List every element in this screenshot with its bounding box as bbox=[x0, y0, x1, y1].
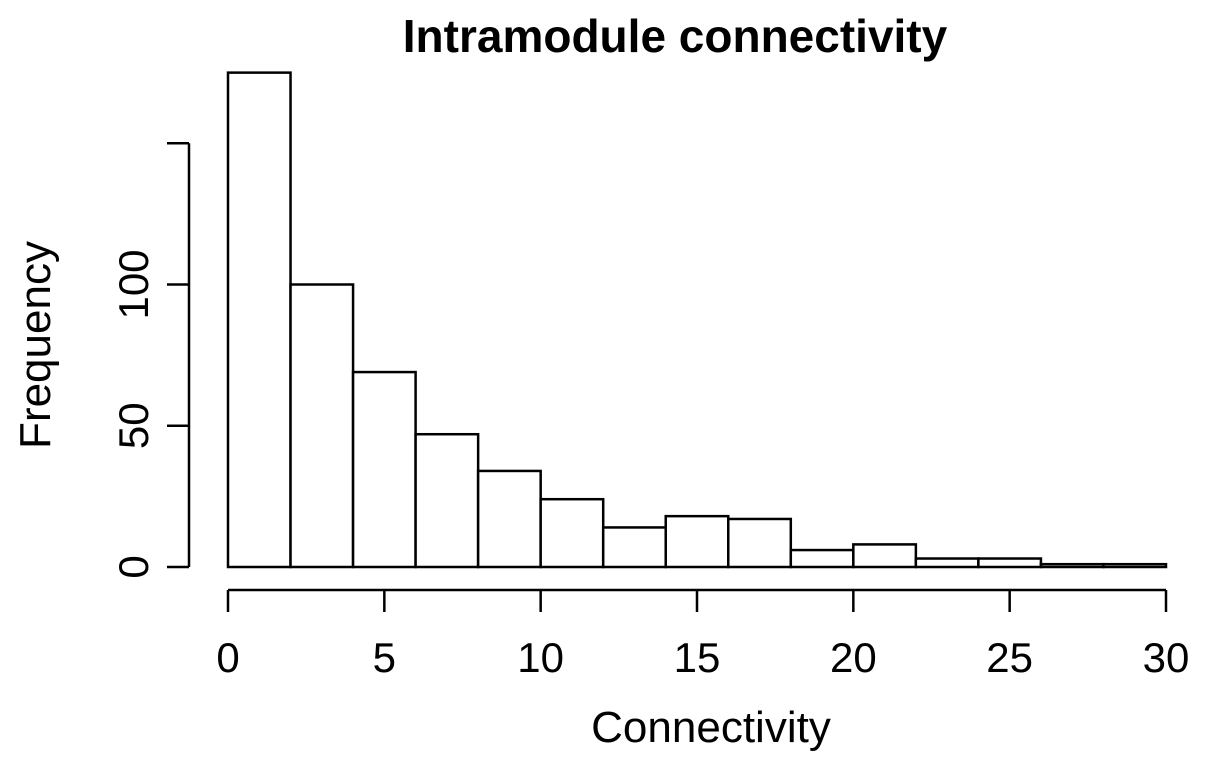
x-tick-label: 30 bbox=[1143, 634, 1190, 681]
y-axis-label: Frequency bbox=[11, 241, 60, 449]
histogram-bar bbox=[914, 557, 980, 569]
histogram-bar bbox=[977, 557, 1043, 569]
histogram-bar bbox=[414, 432, 480, 569]
bars-group bbox=[226, 71, 1168, 569]
y-axis: 0 50 100 bbox=[110, 142, 191, 579]
histogram-bar bbox=[1039, 562, 1105, 569]
x-axis: 0 5 10 15 20 25 30 bbox=[216, 588, 1190, 681]
x-tick-label: 0 bbox=[216, 634, 239, 681]
chart-title: Intramodule connectivity bbox=[403, 10, 948, 62]
histogram-bar bbox=[289, 283, 355, 569]
histogram-bar bbox=[539, 497, 605, 569]
x-tick-label: 10 bbox=[517, 634, 564, 681]
y-tick-label: 100 bbox=[110, 249, 157, 319]
x-tick-label: 5 bbox=[373, 634, 396, 681]
x-tick-label: 20 bbox=[830, 634, 877, 681]
y-tick-label: 50 bbox=[110, 402, 157, 449]
histogram-bar bbox=[226, 71, 292, 569]
x-tick-label: 25 bbox=[986, 634, 1033, 681]
y-tick-label: 0 bbox=[110, 555, 157, 578]
histogram-bar bbox=[351, 370, 417, 569]
histogram-bar bbox=[1102, 562, 1168, 569]
x-tick-label: 15 bbox=[674, 634, 721, 681]
histogram-bar bbox=[852, 543, 918, 569]
histogram-bar bbox=[727, 517, 793, 569]
histogram-bar bbox=[601, 526, 667, 569]
histogram-bar bbox=[789, 548, 855, 569]
histogram-bar bbox=[476, 469, 542, 569]
histogram-bar bbox=[664, 514, 730, 569]
x-axis-label: Connectivity bbox=[591, 703, 831, 752]
